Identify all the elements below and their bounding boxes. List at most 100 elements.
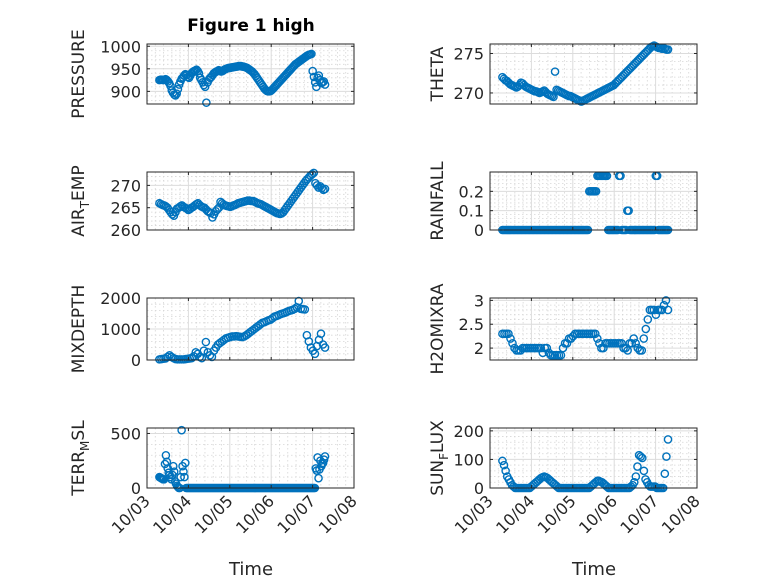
data-point [663,305,673,315]
data-point [631,472,641,481]
data-point [320,184,330,194]
y-tick-label: 1000 [100,320,141,339]
y-tick-label: 0 [131,351,141,370]
data-point [633,462,642,471]
data-point [160,459,170,469]
data-point [179,467,188,476]
data-point [498,456,507,466]
y-tick-label: 2 [474,339,484,358]
y-axis-label: PRESSURE [69,29,89,118]
data-point [627,339,636,348]
x-tick-label: 10/05 [191,491,237,537]
y-tick-label: 200 [453,422,484,441]
data-point [542,343,552,353]
data-point [317,459,327,469]
y-tick-label: 270 [110,176,141,195]
data-point [637,453,647,463]
data-point [169,467,179,476]
data-point [173,84,183,94]
data-point [629,477,639,487]
y-tick-label: 0.1 [459,202,484,221]
data-point [168,461,178,471]
y-tick-label: 100 [453,450,484,469]
data-point [631,339,641,348]
y-tick-label: 3 [474,291,484,310]
data-point [663,435,673,444]
data-point [662,452,671,461]
y-tick-label: 2000 [100,289,141,308]
data-point [641,324,651,334]
x-tick-label: 10/03 [451,491,497,537]
data-point [318,78,327,87]
data-point [320,343,330,352]
x-axis-label-left: Time [228,559,273,580]
data-point [549,92,558,102]
y-axis-label: H2OMIXRA [428,283,448,374]
data-point [320,452,330,461]
subplot-h2omixra: 2 2.5 3 H2OMIXRA [428,283,698,375]
x-tick-label: 10/08 [315,491,361,537]
data-point [636,452,645,461]
subplot-theta: 270 275 THETA [428,41,698,106]
x-tick-label: 10/06 [575,491,621,537]
data-point [310,349,320,359]
data-point [663,45,673,54]
data-point [504,329,513,339]
data-point [163,77,173,86]
data-point [316,329,326,338]
y-tick-label: 270 [453,84,484,103]
y-axis-label: SUNFLUX [428,420,451,496]
data-point [499,460,509,470]
data-point [197,353,207,363]
data-point [307,169,317,179]
axes-box [146,171,355,231]
data-point [536,343,546,353]
data-point [181,458,190,468]
y-tick-label: 900 [110,82,141,101]
y-axis-label: AIRTEMP [69,165,92,236]
x-tick-label: 10/05 [534,491,580,537]
y-tick-label: 0 [474,479,484,498]
data-point [172,89,182,98]
data-point [501,466,510,476]
x-axis-label-right: Time [571,559,616,580]
x-tick-label: 10/07 [273,491,319,537]
data-point [307,49,316,59]
x-tick-label: 10/08 [658,491,704,537]
subplot-pressure: 900 950 1000 PRESSURE [69,29,355,119]
plot-area [489,171,698,231]
y-axis-label: RAINFALL [428,161,448,241]
y-tick-label: 275 [453,44,484,63]
y-tick-label: 1000 [100,37,141,56]
axes-box [146,43,355,105]
data-point [202,98,211,107]
data-point [661,296,671,305]
data-point [624,206,633,215]
data-point [643,315,653,324]
data-point [637,346,647,355]
axes-box [489,297,698,361]
data-point [629,334,638,343]
data-point [649,305,659,315]
data-point [660,469,670,479]
data-point [201,337,211,347]
x-tick-label: 10/06 [232,491,278,537]
axes-box [489,43,698,105]
data-point [177,425,186,435]
subplot-air_temp: 260 265 270 AIRTEMP [69,165,355,240]
y-tick-label: 0 [131,479,141,498]
figure-title: Figure 1 high [187,16,315,36]
data-point [314,473,323,483]
x-tick-label: 10/03 [108,491,154,537]
data-point [657,305,667,315]
y-tick-label: 265 [110,199,141,218]
data-point [300,305,310,314]
data-point [314,71,324,80]
y-tick-label: 0 [474,221,484,240]
data-point [591,329,600,339]
data-point [309,168,319,178]
data-point [506,334,515,343]
